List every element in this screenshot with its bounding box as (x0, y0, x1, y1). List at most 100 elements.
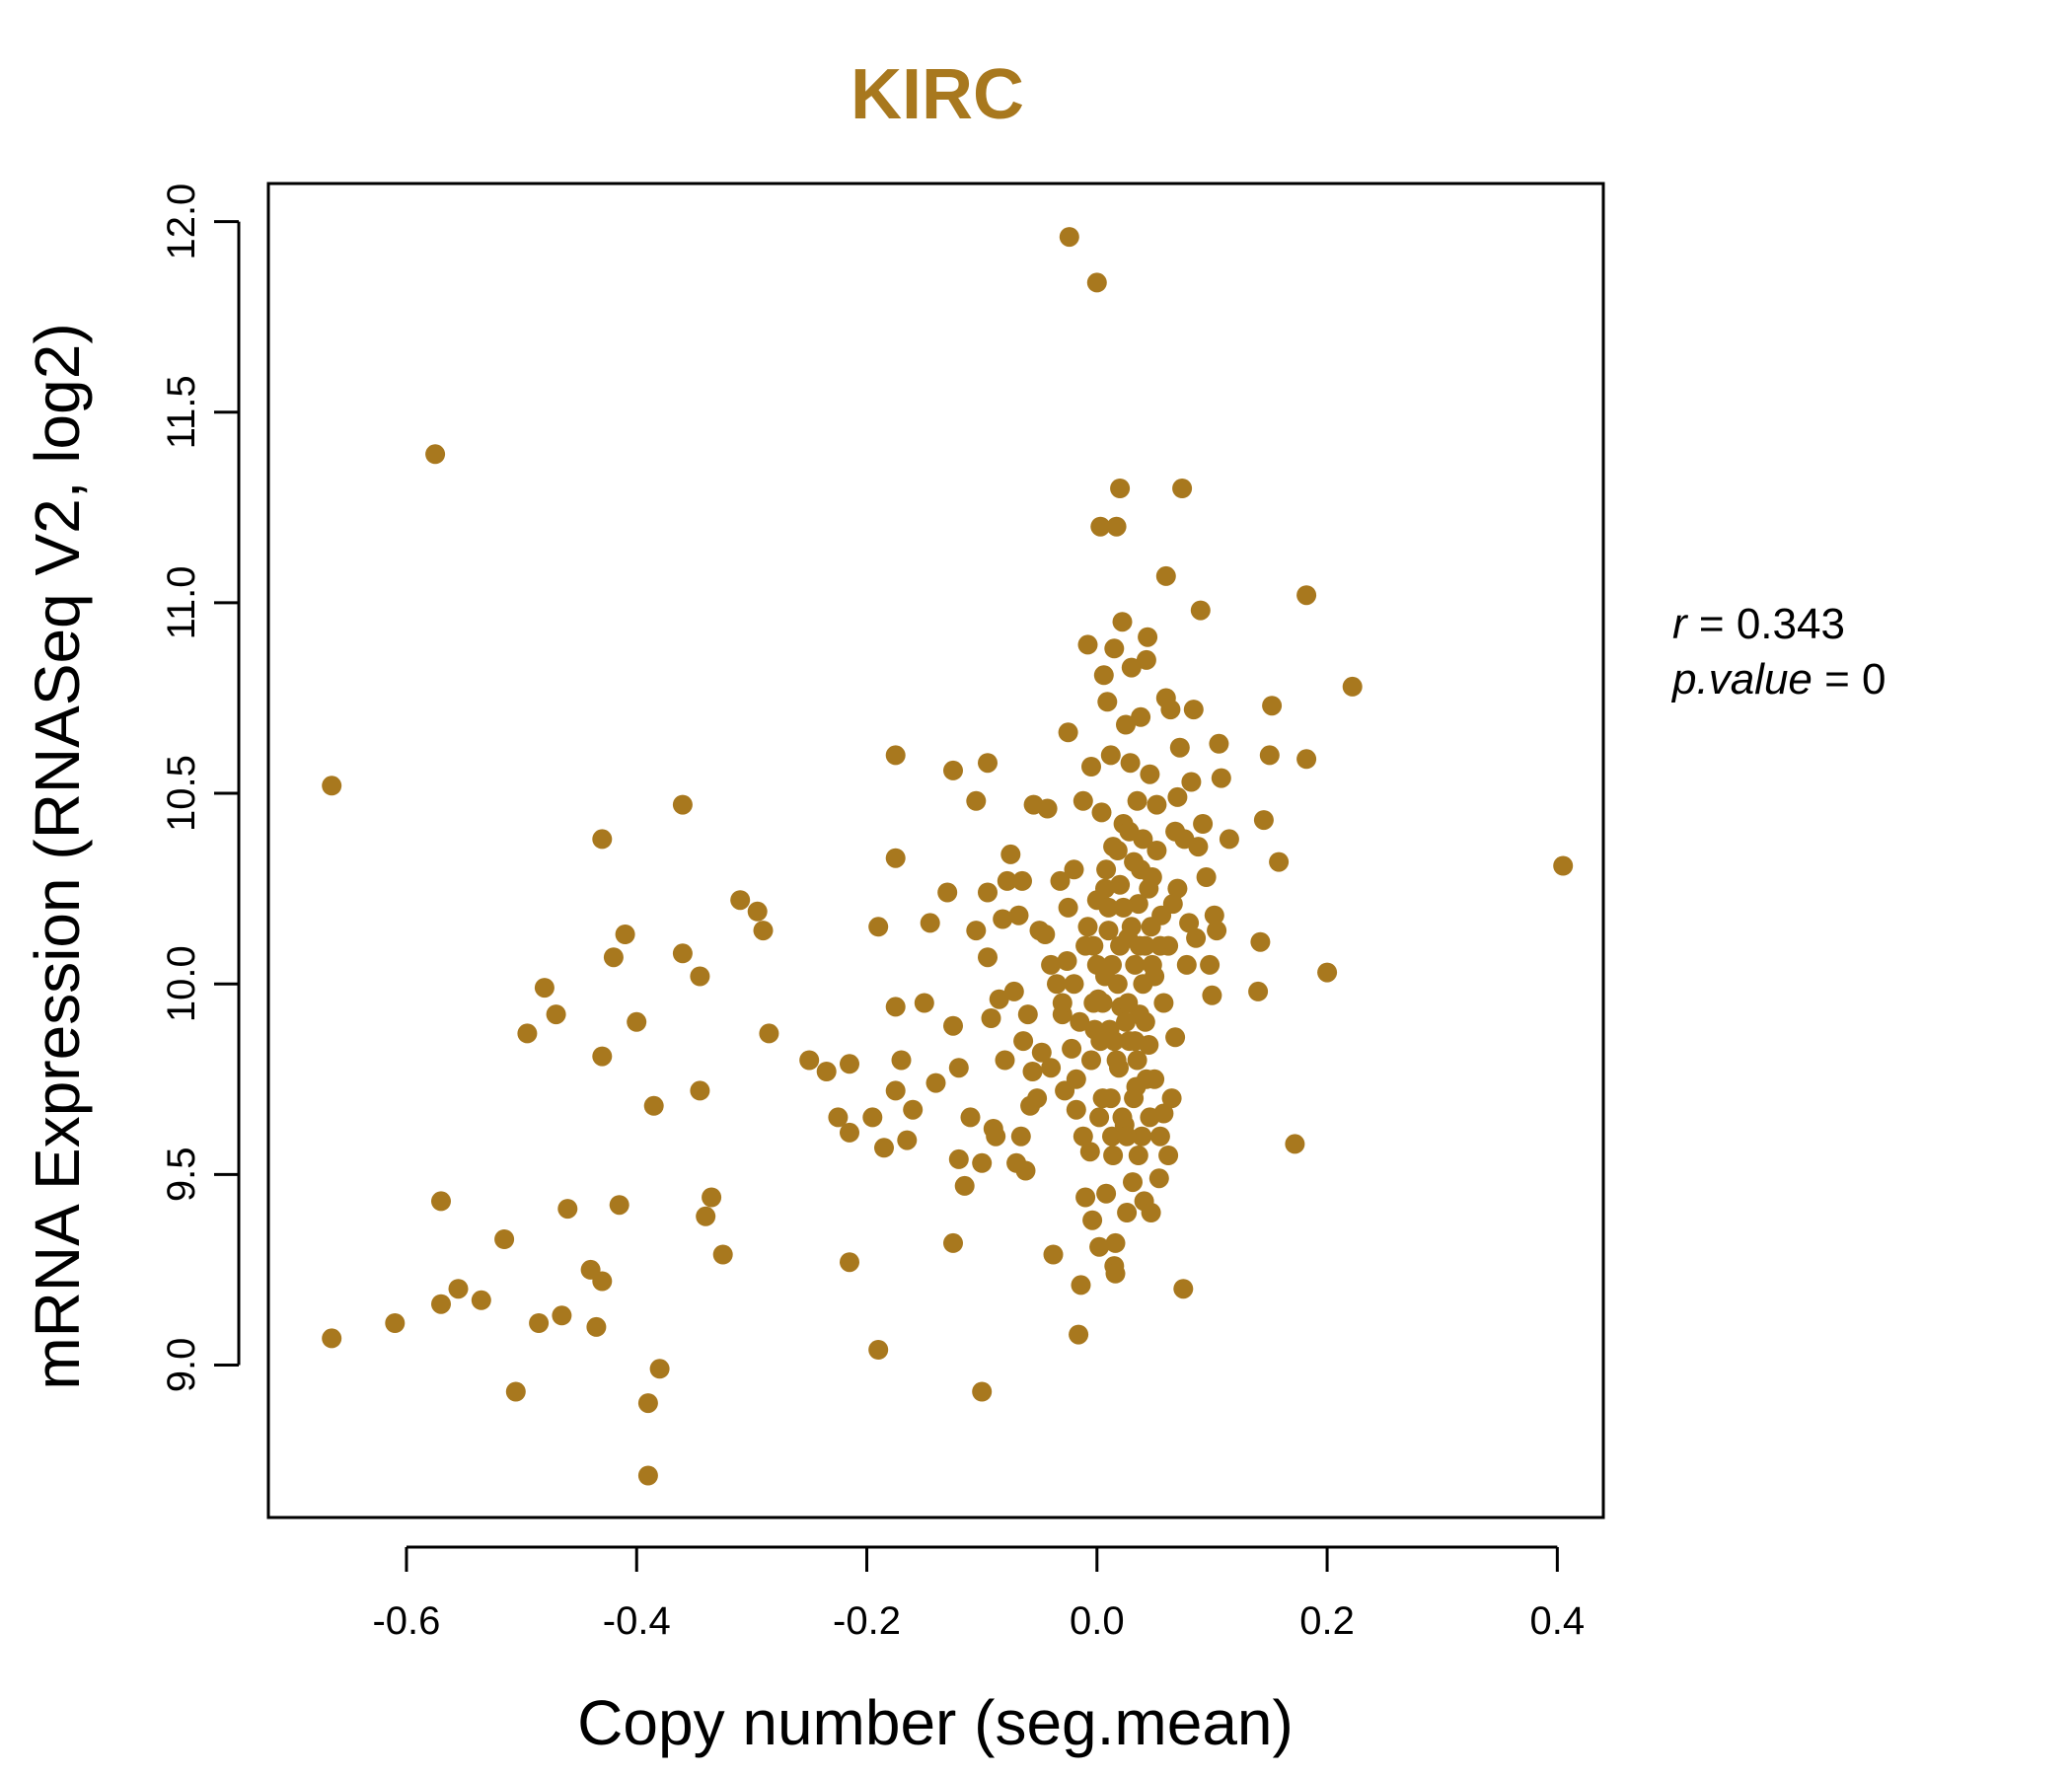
data-point (993, 909, 1013, 929)
data-point (1104, 1031, 1125, 1052)
data-point (1041, 954, 1062, 975)
data-point (1149, 1126, 1170, 1147)
data-point (1141, 917, 1161, 937)
data-point (637, 1465, 658, 1486)
data-point (1100, 745, 1121, 766)
data-point (874, 1138, 894, 1158)
data-point (1169, 737, 1190, 758)
data-point (1181, 772, 1202, 792)
data-point (1207, 921, 1227, 941)
data-point (948, 1058, 969, 1078)
data-point (948, 1148, 969, 1169)
y-tick-label: 10.0 (160, 945, 203, 1022)
data-point (1118, 993, 1139, 1013)
data-point (885, 1080, 906, 1101)
data-point (1219, 829, 1239, 850)
data-point (1008, 905, 1029, 925)
data-point (943, 760, 963, 780)
data-point (1131, 706, 1151, 727)
data-point (1062, 1038, 1082, 1059)
data-point (1057, 951, 1077, 971)
data-point (1176, 954, 1197, 975)
x-tick-label: 0.2 (1299, 1599, 1355, 1643)
data-point (747, 901, 768, 922)
data-point (1167, 878, 1188, 899)
data-point (1041, 1058, 1062, 1078)
data-point (1127, 790, 1147, 811)
y-axis: 9.0 9.5 10.0 10.5 11.0 11.5 12.0 (160, 184, 241, 1392)
data-point (1153, 993, 1174, 1013)
data-point (1140, 1107, 1160, 1128)
data-point (1071, 1275, 1091, 1295)
data-point (1262, 696, 1283, 716)
data-point (1117, 1203, 1138, 1222)
x-tick-label: -0.2 (833, 1599, 901, 1643)
x-tick-label: 0.4 (1530, 1599, 1586, 1643)
data-point (529, 1313, 550, 1333)
data-point (1167, 786, 1188, 807)
data-point (1117, 1126, 1138, 1147)
data-point (1148, 1168, 1169, 1189)
data-point (1081, 1050, 1101, 1071)
data-point (1073, 1126, 1093, 1147)
p-value: 0 (1862, 655, 1886, 703)
data-point (1095, 878, 1115, 899)
x-tick-label: -0.6 (372, 1599, 440, 1643)
data-point (1172, 479, 1193, 498)
data-point (1196, 867, 1217, 887)
data-point (1098, 897, 1119, 918)
data-point (1165, 821, 1186, 842)
data-point (690, 966, 710, 987)
data-point (1202, 985, 1222, 1005)
data-point (1012, 870, 1032, 891)
data-point (1211, 768, 1231, 788)
data-point (592, 1271, 613, 1292)
data-point (1089, 1107, 1110, 1128)
data-point (603, 947, 624, 968)
data-point (1064, 859, 1084, 880)
data-point (1123, 1172, 1143, 1193)
data-point (672, 794, 693, 815)
data-point (1096, 859, 1117, 880)
r-statistic: r = 0.343 (1672, 600, 1845, 648)
data-point (1058, 897, 1078, 918)
data-point (1158, 935, 1179, 956)
data-point (1253, 810, 1274, 831)
data-point (1102, 1126, 1122, 1147)
data-point (1098, 921, 1119, 941)
data-point (1553, 855, 1574, 876)
data-point (966, 921, 987, 941)
data-point (448, 1279, 469, 1299)
data-point (1179, 913, 1200, 933)
data-point (937, 882, 958, 903)
data-point (1015, 1160, 1036, 1181)
data-point (425, 444, 446, 465)
data-point (885, 745, 906, 766)
data-point (546, 1004, 566, 1025)
r-equals: = (1687, 600, 1737, 648)
data-point (989, 989, 1009, 1009)
data-point (1075, 1187, 1096, 1208)
data-point (986, 1126, 1006, 1147)
data-point (1086, 272, 1107, 293)
data-point (1027, 1088, 1048, 1109)
data-point (637, 1393, 658, 1414)
data-point (1204, 905, 1224, 925)
data-point (1269, 851, 1290, 872)
data-point (1096, 1183, 1117, 1204)
data-point (840, 1122, 859, 1143)
data-point (925, 1073, 946, 1093)
data-point (1077, 917, 1098, 937)
data-point (517, 1023, 538, 1044)
data-point (1110, 935, 1131, 956)
data-point (1000, 844, 1021, 864)
data-point (1129, 935, 1149, 956)
data-point (1083, 993, 1104, 1013)
data-point (592, 1046, 613, 1067)
data-point (943, 1232, 963, 1253)
data-point (1259, 745, 1280, 766)
data-point (914, 993, 934, 1013)
data-point (1069, 1324, 1089, 1345)
y-tick-label: 9.5 (160, 1147, 203, 1203)
data-point (1250, 931, 1271, 952)
